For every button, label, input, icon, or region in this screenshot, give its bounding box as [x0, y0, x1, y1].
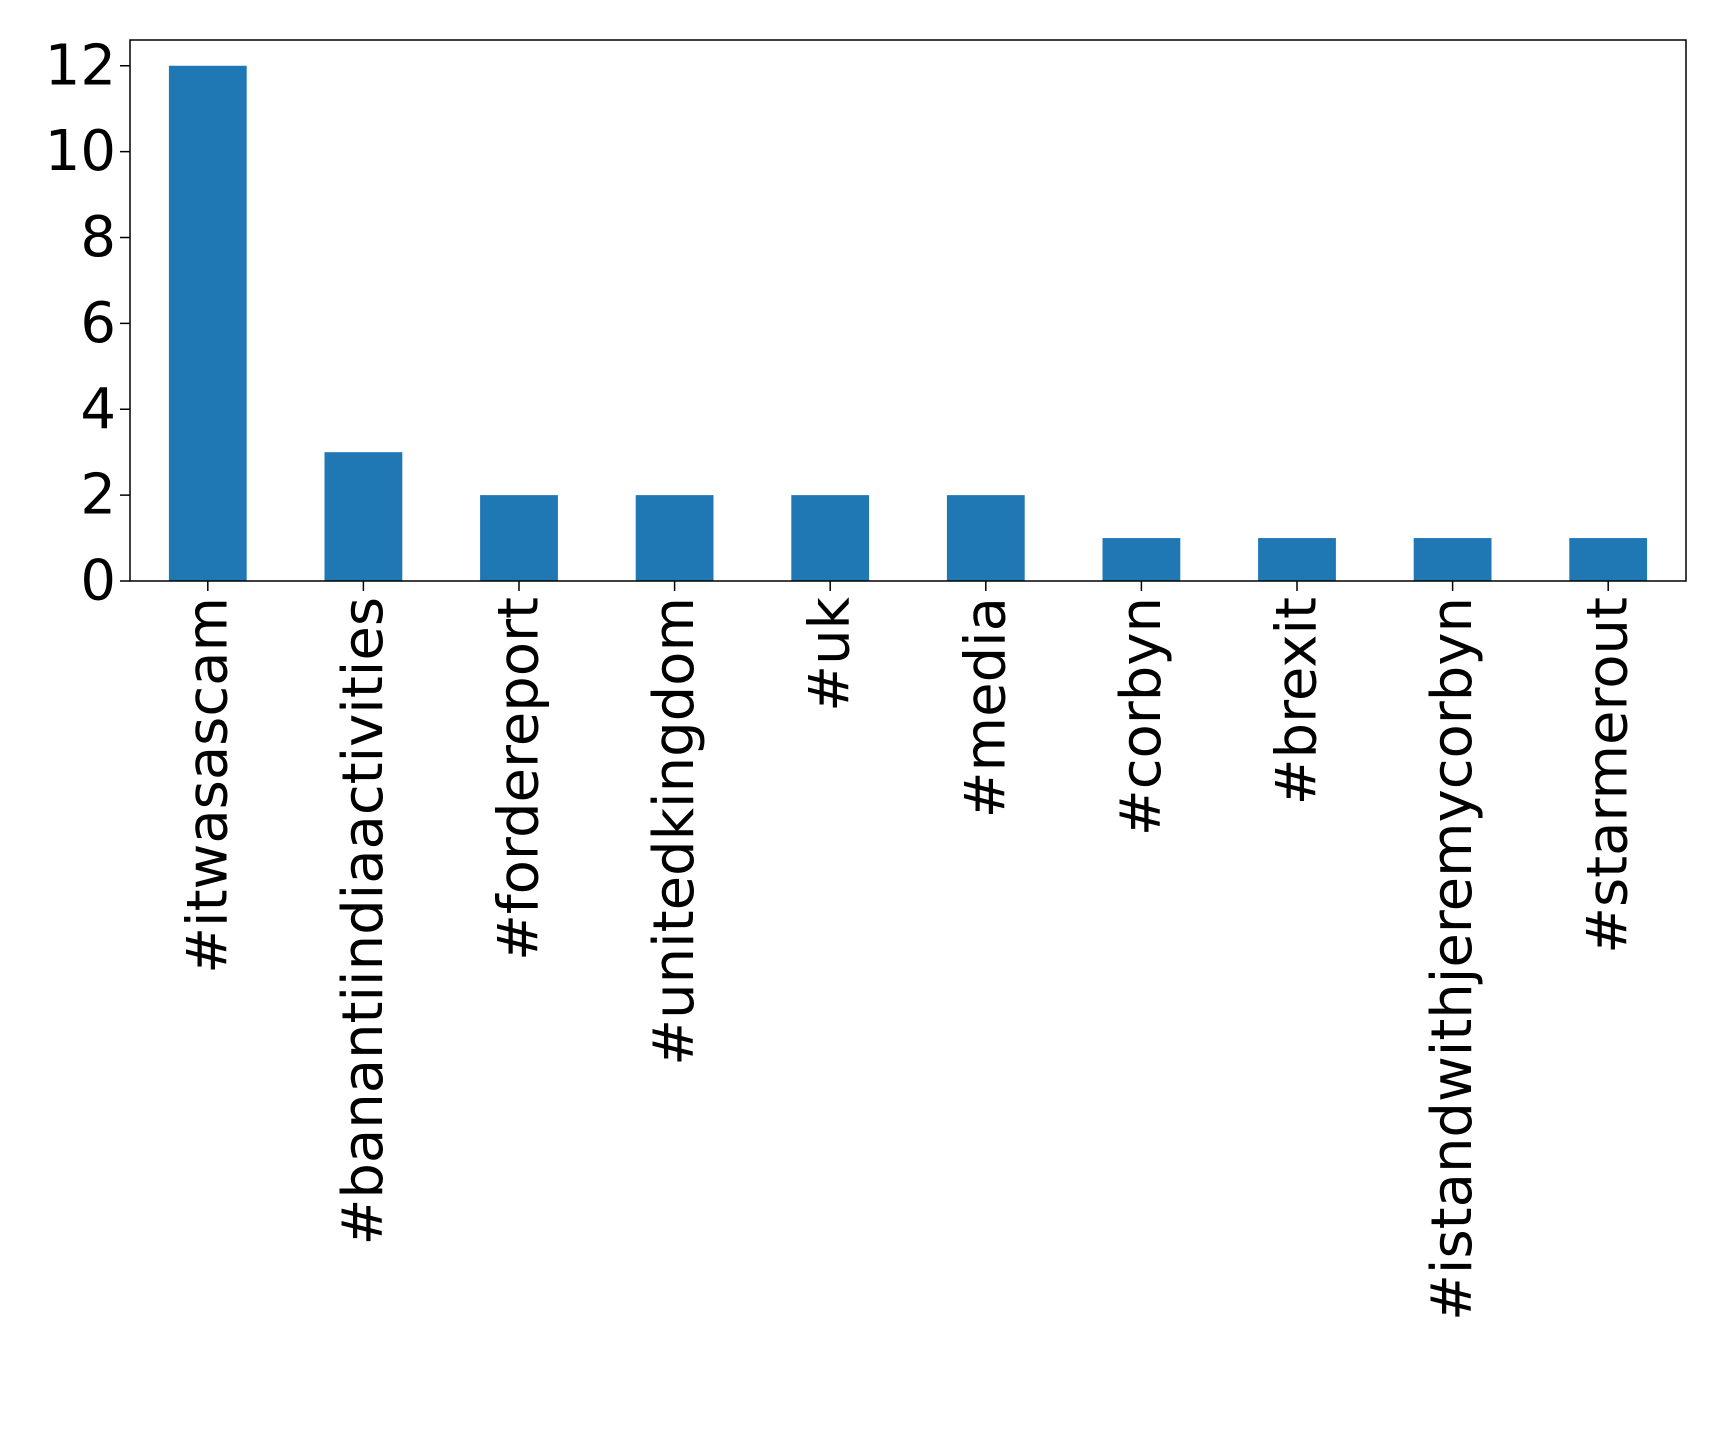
y-tick-label: 8 — [80, 205, 116, 270]
y-tick-label: 6 — [80, 291, 116, 356]
y-tick-label: 0 — [80, 549, 116, 614]
x-tick-label: #istandwithjeremycorbyn — [1420, 597, 1485, 1321]
bar — [1102, 538, 1181, 581]
bar — [1569, 538, 1648, 581]
x-tick-label: #media — [953, 597, 1018, 818]
x-tick-label: #uk — [798, 596, 863, 711]
x-tick-label: #unitedkingdom — [642, 597, 707, 1066]
x-tick-label: #banantiindiaactivities — [331, 597, 396, 1246]
y-tick-label: 4 — [80, 377, 116, 442]
bar — [946, 495, 1025, 581]
x-tick-label: #brexit — [1265, 597, 1330, 805]
bar — [635, 495, 714, 581]
y-tick-label: 10 — [45, 119, 116, 184]
bars-group — [168, 65, 1648, 581]
bar — [1258, 538, 1336, 581]
bar — [791, 495, 870, 581]
x-axis: #itwasascam #banantiindiaactivities #forde… — [175, 581, 1641, 1321]
bar — [1413, 538, 1492, 581]
y-axis: 0 2 4 6 8 10 12 — [45, 33, 130, 614]
y-tick-label: 12 — [45, 33, 116, 98]
x-tick-label: #corbyn — [1109, 597, 1174, 836]
x-tick-label: #itwasascam — [175, 597, 240, 974]
y-tick-label: 2 — [80, 463, 116, 528]
bar — [480, 495, 558, 581]
bar — [168, 65, 247, 581]
x-tick-label: #starmerout — [1576, 597, 1641, 954]
bar — [324, 452, 403, 581]
plot-frame — [129, 39, 1687, 582]
x-tick-label: #fordereport — [487, 597, 552, 961]
